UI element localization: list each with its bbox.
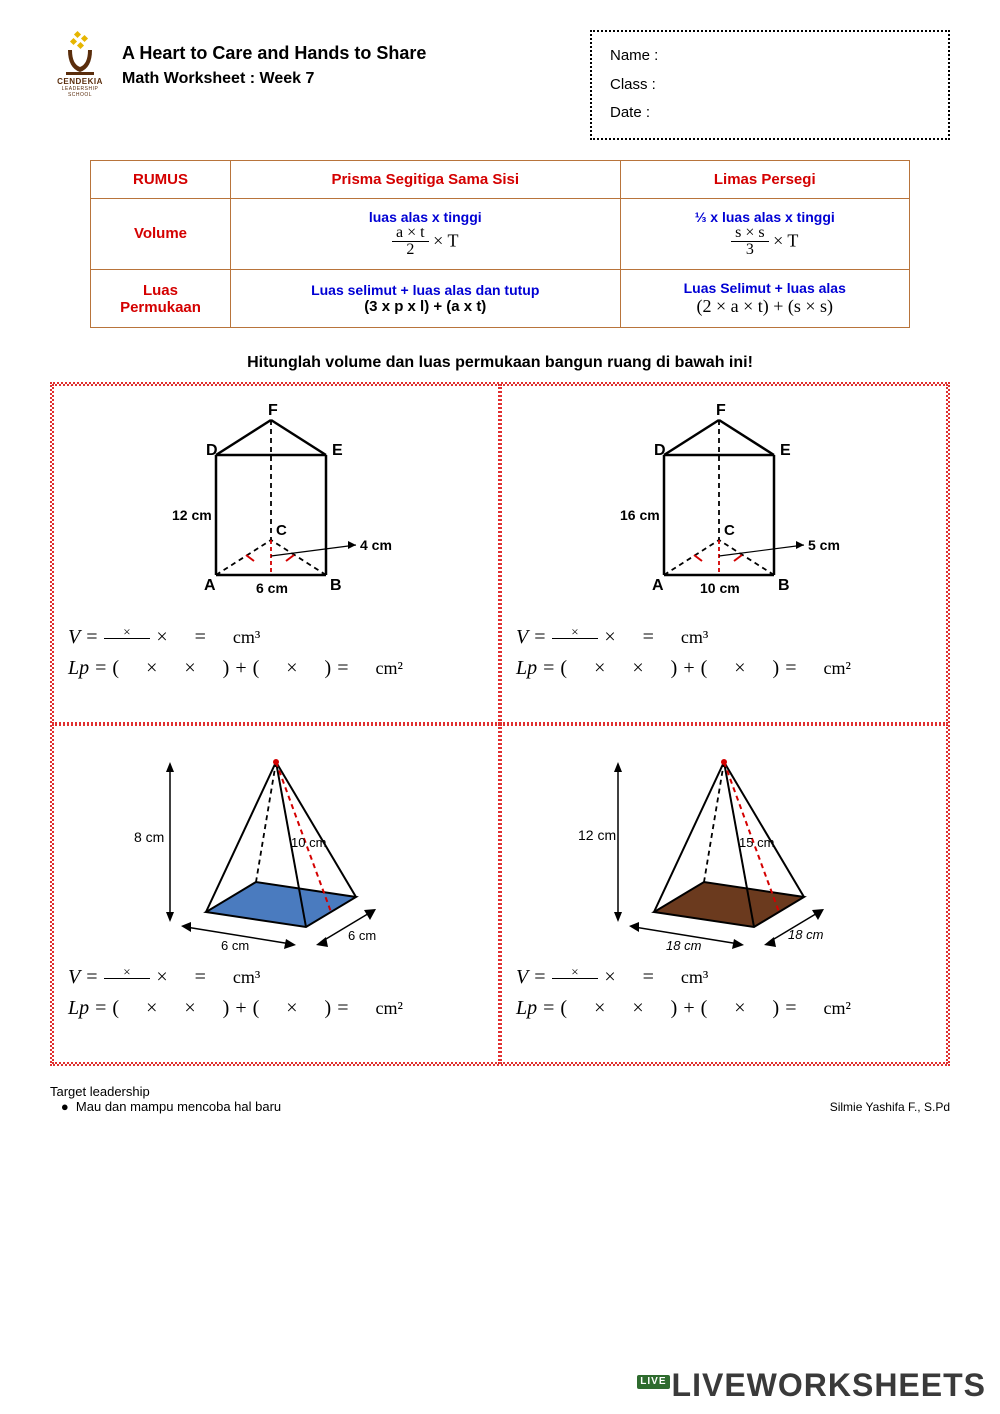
p4-area-eq[interactable]: Lp = ( × × ) + ( × ) = cm²: [516, 997, 932, 1020]
prism-1-diagram: D E F A B C 12 cm 6 cm 4 cm: [146, 395, 406, 615]
p3-area-eq[interactable]: Lp = ( × × ) + ( × ) = cm²: [68, 997, 484, 1020]
header-left: CENDEKIA LEADERSHIP SCHOOL A Heart to Ca…: [50, 30, 570, 100]
row-luas-label: LuasPermukaan: [91, 270, 231, 328]
svg-text:8 cm: 8 cm: [134, 829, 164, 845]
logo-subtitle: LEADERSHIP SCHOOL: [50, 86, 110, 98]
problems-grid: D E F A B C 12 cm 6 cm 4 cm V = × × =: [50, 382, 950, 1066]
svg-text:12 cm: 12 cm: [578, 827, 616, 843]
problem-3: 8 cm 10 cm 6 cm 6 cm V = × × = cm³ Lp = …: [52, 724, 500, 1064]
instruction-text: Hitunglah volume dan luas permukaan bang…: [50, 354, 950, 372]
svg-text:10 cm: 10 cm: [291, 835, 326, 850]
svg-text:C: C: [724, 522, 735, 539]
svg-text:6 cm: 6 cm: [256, 580, 288, 596]
cell-volume-limas: ⅓ x luas alas x tinggi s × s3 × T: [620, 198, 909, 270]
svg-text:B: B: [778, 577, 790, 594]
svg-text:D: D: [206, 442, 218, 459]
school-logo: CENDEKIA LEADERSHIP SCHOOL: [50, 30, 110, 100]
luas-limas-desc: Luas Selimut + luas alas: [635, 280, 895, 296]
problem-2: D E F A B C 16 cm 10 cm 5 cm V = × × =: [500, 384, 948, 724]
motto-text: A Heart to Care and Hands to Share: [122, 43, 426, 64]
problem-1: D E F A B C 12 cm 6 cm 4 cm V = × × =: [52, 384, 500, 724]
prism-2-diagram: D E F A B C 16 cm 10 cm 5 cm: [594, 395, 854, 615]
svg-text:12 cm: 12 cm: [172, 507, 212, 523]
p4-volume-eq[interactable]: V = × × = cm³: [516, 965, 932, 989]
liveworksheets-watermark: LIVELIVEWORKSHEETS: [637, 1367, 986, 1404]
p2-area-eq[interactable]: Lp = ( × × ) + ( × ) = cm²: [516, 657, 932, 680]
svg-text:D: D: [654, 442, 666, 459]
th-limas: Limas Persegi: [620, 160, 909, 198]
svg-text:5 cm: 5 cm: [808, 537, 840, 553]
volume-prisma-desc: luas alas x tinggi: [245, 209, 606, 225]
formula-table: RUMUS Prisma Segitiga Sama Sisi Limas Pe…: [90, 160, 910, 329]
svg-text:18 cm: 18 cm: [666, 938, 702, 953]
svg-text:E: E: [780, 442, 791, 459]
svg-text:E: E: [332, 442, 343, 459]
svg-text:F: F: [716, 402, 726, 419]
svg-text:6 cm: 6 cm: [348, 928, 376, 943]
target-leadership: Target leadership ● Mau dan mampu mencob…: [50, 1084, 281, 1114]
footer: Target leadership ● Mau dan mampu mencob…: [50, 1084, 950, 1114]
pyramid-1-diagram: 8 cm 10 cm 6 cm 6 cm: [126, 732, 426, 957]
p1-area-eq[interactable]: Lp = ( × × ) + ( × ) = cm²: [68, 657, 484, 680]
th-prisma: Prisma Segitiga Sama Sisi: [231, 160, 621, 198]
student-info-box: Name : Class : Date :: [590, 30, 950, 140]
svg-text:6 cm: 6 cm: [221, 938, 249, 953]
problem-4: 12 cm 15 cm 18 cm 18 cm V = × × = cm³ Lp…: [500, 724, 948, 1064]
svg-text:18 cm: 18 cm: [788, 927, 824, 942]
cell-luas-prisma: Luas selimut + luas alas dan tutup (3 x …: [231, 270, 621, 328]
logo-name: CENDEKIA: [57, 77, 103, 86]
svg-text:16 cm: 16 cm: [620, 507, 660, 523]
volume-limas-desc: ⅓ x luas alas x tinggi: [635, 209, 895, 225]
svg-text:B: B: [330, 577, 342, 594]
svg-text:4 cm: 4 cm: [360, 537, 392, 553]
class-field-label[interactable]: Class :: [610, 71, 930, 100]
date-field-label[interactable]: Date :: [610, 99, 930, 128]
svg-text:10 cm: 10 cm: [700, 580, 740, 596]
cell-volume-prisma: luas alas x tinggi a × t2 × T: [231, 198, 621, 270]
name-field-label[interactable]: Name :: [610, 42, 930, 71]
svg-text:15 cm: 15 cm: [739, 835, 774, 850]
p1-volume-eq[interactable]: V = × × = cm³: [68, 625, 484, 649]
worksheet-title: Math Worksheet : Week 7: [122, 70, 426, 88]
title-block: A Heart to Care and Hands to Share Math …: [122, 43, 426, 88]
svg-text:C: C: [276, 522, 287, 539]
p3-volume-eq[interactable]: V = × × = cm³: [68, 965, 484, 989]
row-volume-label: Volume: [91, 198, 231, 270]
svg-text:A: A: [652, 577, 664, 594]
cell-luas-limas: Luas Selimut + luas alas (2 × a × t) + (…: [620, 270, 909, 328]
p2-volume-eq[interactable]: V = × × = cm³: [516, 625, 932, 649]
pyramid-2-diagram: 12 cm 15 cm 18 cm 18 cm: [574, 732, 874, 957]
svg-text:F: F: [268, 402, 278, 419]
th-rumus: RUMUS: [91, 160, 231, 198]
author-name: Silmie Yashifa F., S.Pd: [830, 1100, 950, 1114]
svg-text:A: A: [204, 577, 216, 594]
luas-prisma-desc: Luas selimut + luas alas dan tutup: [245, 282, 606, 298]
